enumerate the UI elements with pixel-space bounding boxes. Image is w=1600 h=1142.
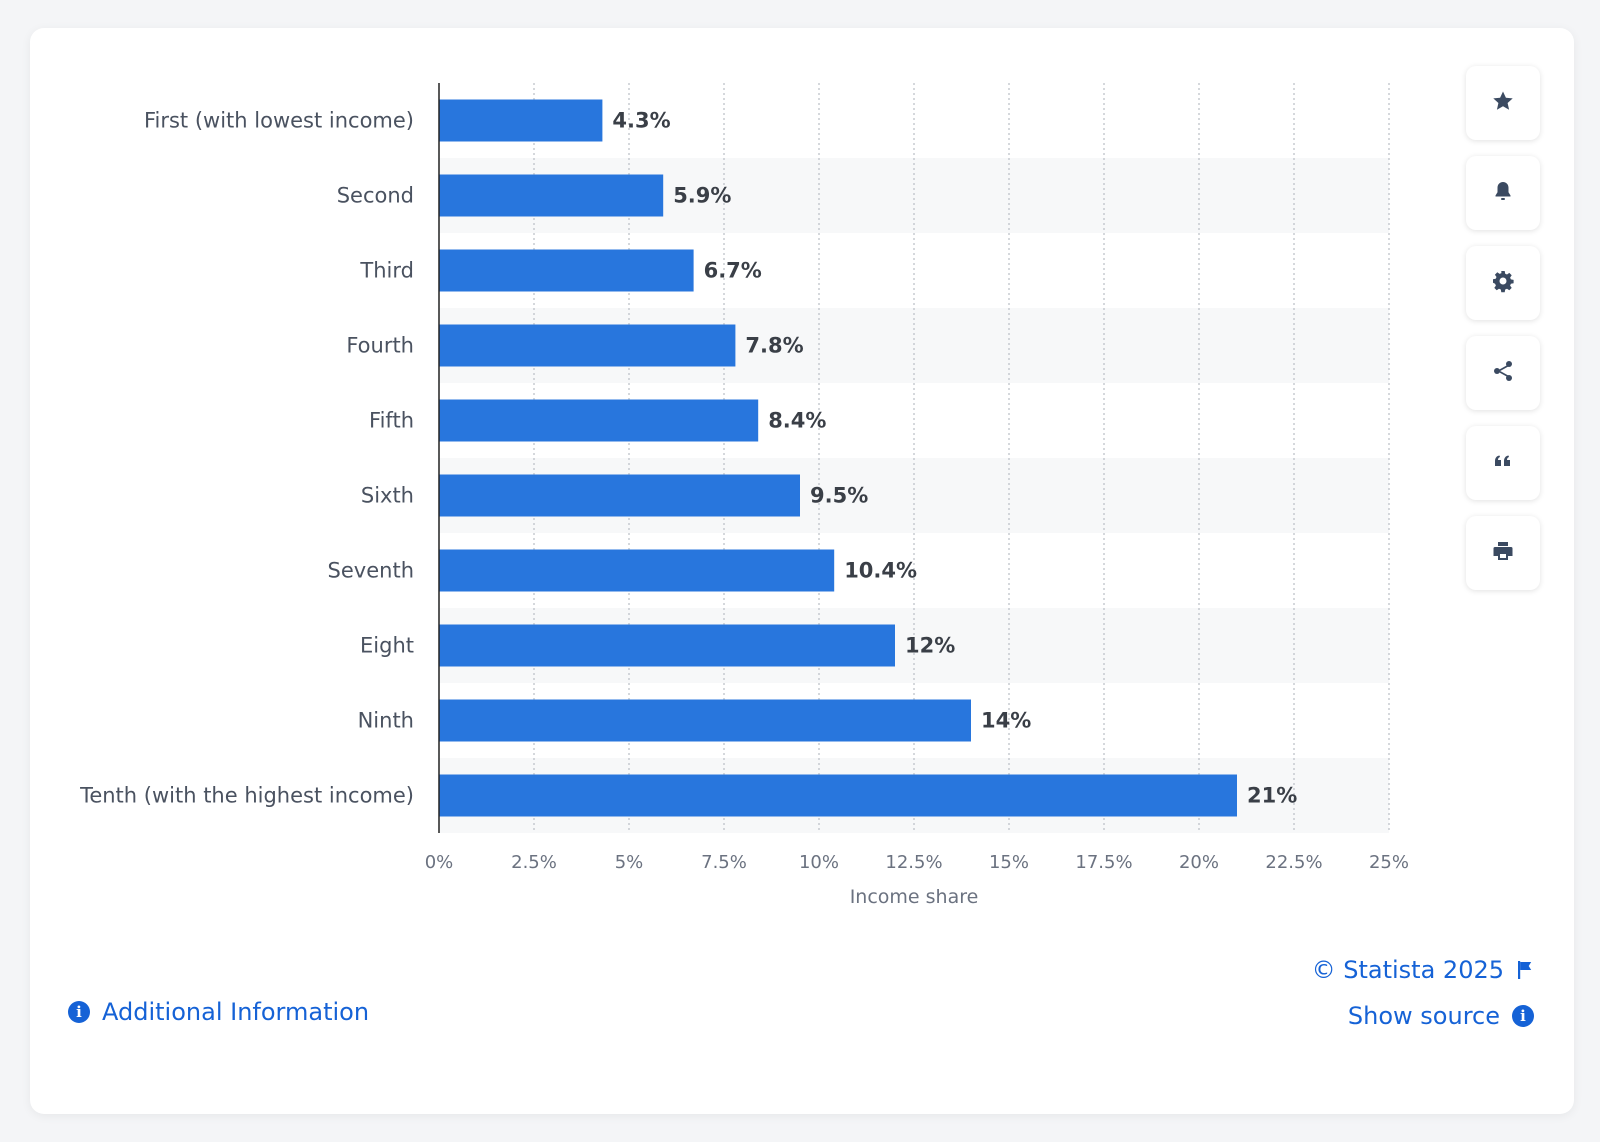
star-icon [1491, 89, 1515, 117]
cite-button[interactable] [1466, 426, 1540, 500]
category-label: Seventh [328, 559, 414, 583]
notification-button[interactable] [1466, 156, 1540, 230]
print-button[interactable] [1466, 516, 1540, 590]
copyright-label: © Statista 2025 [1311, 956, 1504, 984]
data-label: 7.8% [745, 334, 803, 358]
chart-card: First (with lowest income) Second Third Fou… [30, 28, 1574, 1114]
data-label: 8.4% [768, 409, 826, 433]
category-label: First (with lowest income) [144, 109, 414, 133]
data-label: 5.9% [673, 184, 731, 208]
chart-toolbar [1466, 66, 1540, 590]
info-icon: i [1512, 1005, 1534, 1027]
data-label: 4.3% [612, 109, 670, 133]
x-tick-label: 22.5% [1265, 852, 1322, 873]
data-label: 6.7% [704, 259, 762, 283]
x-tick-label: 10% [799, 852, 839, 873]
data-label: 12% [905, 634, 955, 658]
data-label: 21% [1247, 784, 1297, 808]
show-source-link[interactable]: Show source i [1348, 1002, 1534, 1030]
category-label: Third [359, 259, 414, 283]
show-source-label: Show source [1347, 1002, 1500, 1030]
x-tick-label: 7.5% [701, 852, 747, 873]
print-icon [1491, 539, 1515, 567]
x-tick-label: 0% [425, 852, 454, 873]
category-label: Sixth [361, 484, 414, 508]
category-label: Fourth [346, 334, 414, 358]
bar [439, 399, 759, 442]
bar [439, 474, 800, 517]
flag-icon [1516, 960, 1534, 980]
data-label: 10.4% [844, 559, 917, 583]
statista-copyright-link[interactable]: © Statista 2025 [1312, 956, 1534, 984]
category-label: Ninth [358, 709, 414, 733]
share-icon [1491, 359, 1515, 387]
share-button[interactable] [1466, 336, 1540, 410]
bar [439, 774, 1237, 817]
additional-information-label: Additional Information [102, 998, 370, 1026]
x-tick-label: 2.5% [511, 852, 557, 873]
bar [439, 99, 603, 142]
category-label: Tenth (with the highest income) [79, 784, 414, 808]
favorite-button[interactable] [1466, 66, 1540, 140]
category-label: Second [337, 184, 414, 208]
data-label: 14% [981, 709, 1031, 733]
bar [439, 324, 736, 367]
bar [439, 249, 694, 292]
x-tick-label: 17.5% [1075, 852, 1132, 873]
gear-icon [1491, 269, 1515, 297]
additional-information-link[interactable]: i Additional Information [68, 998, 369, 1026]
bar [439, 699, 971, 742]
bell-icon [1491, 179, 1515, 207]
data-label: 9.5% [810, 484, 868, 508]
bar [439, 624, 895, 667]
category-label: Fifth [369, 409, 414, 433]
bar-chart: First (with lowest income) Second Third Fou… [79, 83, 1409, 908]
quote-icon [1491, 449, 1515, 477]
x-tick-label: 15% [989, 852, 1029, 873]
bar [439, 174, 664, 217]
settings-button[interactable] [1466, 246, 1540, 320]
category-label: Eight [360, 634, 414, 658]
x-axis-title: Income share [850, 886, 979, 908]
x-tick-label: 5% [615, 852, 644, 873]
bar [439, 549, 835, 592]
info-icon: i [68, 1001, 90, 1023]
x-tick-label: 20% [1179, 852, 1219, 873]
x-tick-label: 12.5% [885, 852, 942, 873]
x-tick-label: 25% [1369, 852, 1409, 873]
